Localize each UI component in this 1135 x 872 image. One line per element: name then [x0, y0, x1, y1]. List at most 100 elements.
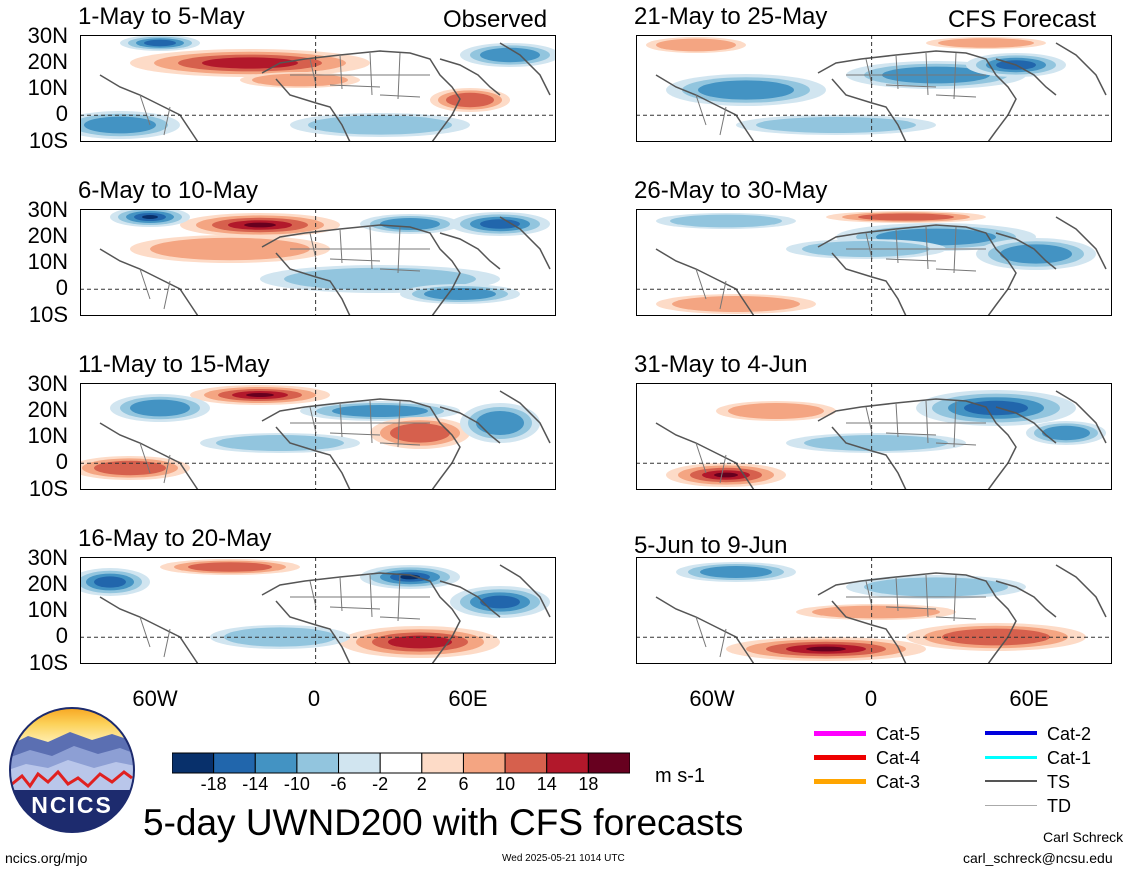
coastline [655, 564, 1107, 664]
logo-text: NCICS [31, 792, 113, 818]
country-borders [139, 226, 430, 310]
y-tick-label: 10S [28, 302, 68, 327]
anomaly-contour [244, 222, 276, 228]
coastline [99, 216, 551, 316]
y-tick-label: 10S [28, 650, 68, 675]
legend-swatch [985, 804, 1037, 806]
colorbar-tick-label: 6 [458, 774, 469, 794]
anomaly-contour [94, 576, 126, 588]
anomaly-contour [714, 472, 738, 478]
legend-swatch [985, 780, 1037, 782]
legend-swatch [814, 754, 866, 760]
map-panel [636, 209, 1112, 316]
anomaly-contour [150, 237, 310, 261]
coastline [99, 564, 551, 664]
y-tick-label: 10N [27, 249, 68, 274]
colorbar-swatch [587, 752, 631, 774]
legend-label: Cat-2 [1047, 724, 1092, 744]
map-panel [636, 383, 1112, 490]
anomaly-contour [670, 214, 782, 228]
map-plot [80, 35, 556, 142]
map-panel [80, 209, 556, 316]
colorbar-tick-label: 10 [495, 774, 516, 794]
colorbar-swatches [171, 752, 631, 774]
map-panel [636, 35, 1112, 142]
colorbar-tick-label: 18 [578, 774, 599, 794]
anomaly-contour [864, 577, 1008, 597]
legend-label: Cat-3 [876, 772, 921, 792]
colorbar-swatch [296, 752, 340, 774]
y-tick-label: 20N [27, 571, 68, 596]
colorbar-tick-label: -14 [242, 774, 269, 794]
legend-swatch [985, 731, 1037, 735]
anomaly-contour [332, 405, 428, 417]
anomaly-contour [144, 39, 176, 47]
anomaly-contour [94, 460, 166, 476]
panel-frame [80, 35, 556, 142]
country-borders [695, 400, 986, 484]
panel-frame [636, 209, 1112, 316]
map-panel [636, 557, 1112, 664]
colorbar [171, 752, 631, 779]
colorbar-swatch [338, 752, 381, 774]
anomaly-contour [476, 411, 524, 435]
colorbar-swatch [379, 752, 423, 774]
panel-title: 26-May to 30-May [634, 177, 828, 204]
colorbar-tick-label: -6 [330, 774, 347, 794]
anomaly-contour [804, 435, 948, 451]
anomaly-contour [756, 117, 916, 133]
anomaly-contour [246, 393, 274, 397]
footer-author: Carl Schreck [1043, 829, 1124, 845]
legend-swatch [814, 730, 866, 736]
panel-title: 1-May to 5-May [78, 3, 245, 30]
colorbar-swatch [254, 752, 298, 774]
legend-label: TD [1047, 796, 1071, 816]
units-label: m s-1 [655, 765, 705, 787]
ncics-logo: NCICS [8, 706, 136, 834]
anomaly-contour [480, 219, 520, 229]
anomaly-contour [806, 646, 846, 652]
coastline [99, 42, 551, 142]
panel-frame [636, 383, 1112, 490]
panel-tag: Observed [443, 6, 548, 33]
footer-timestamp: Wed 2025-05-21 1014 UTC [502, 853, 625, 864]
anomaly-contour [390, 423, 450, 443]
panel-frame [80, 209, 556, 316]
map-plot [80, 209, 556, 316]
footer-email[interactable]: carl_schreck@ncsu.edu [963, 850, 1113, 866]
anomaly-contour [480, 595, 520, 609]
colorbar-tick-label: 14 [536, 774, 557, 794]
colorbar-swatch [462, 752, 506, 774]
main-title: 5-day UWND200 with CFS forecasts [143, 802, 744, 843]
map-panel [80, 557, 556, 664]
y-tick-label: 0 [55, 275, 68, 300]
anomaly-contour [130, 399, 190, 417]
anomaly-contour [308, 115, 452, 135]
y-tick-label: 10S [28, 128, 68, 153]
x-tick-label: 60W [132, 686, 178, 711]
anomaly-contour [656, 38, 736, 52]
x-tick-label: 60E [1009, 686, 1049, 711]
colorbar-tick-label: 2 [416, 774, 427, 794]
footer-url[interactable]: ncics.org/mjo [5, 850, 88, 866]
coastline [655, 42, 1107, 142]
colorbar-tick-label: -2 [372, 774, 389, 794]
legend-label: Cat-4 [876, 748, 921, 768]
country-borders [139, 400, 430, 484]
colorbar-tick-label: -18 [200, 774, 227, 794]
anomaly-contour [380, 218, 440, 230]
colorbar-swatch [504, 752, 548, 774]
anomaly-contour [938, 38, 1034, 48]
colorbar-swatch [171, 752, 215, 774]
y-tick-label: 30N [27, 23, 68, 48]
anomaly-contour [252, 73, 348, 87]
anomaly-contour [700, 566, 772, 578]
anomaly-contour [388, 635, 452, 649]
y-tick-label: 0 [55, 449, 68, 474]
y-tick-label: 10N [27, 423, 68, 448]
map-plot [636, 557, 1112, 664]
y-tick-label: 20N [27, 223, 68, 248]
map-plot [636, 383, 1112, 490]
anomaly-contour [446, 92, 494, 108]
y-tick-label: 10S [28, 476, 68, 501]
